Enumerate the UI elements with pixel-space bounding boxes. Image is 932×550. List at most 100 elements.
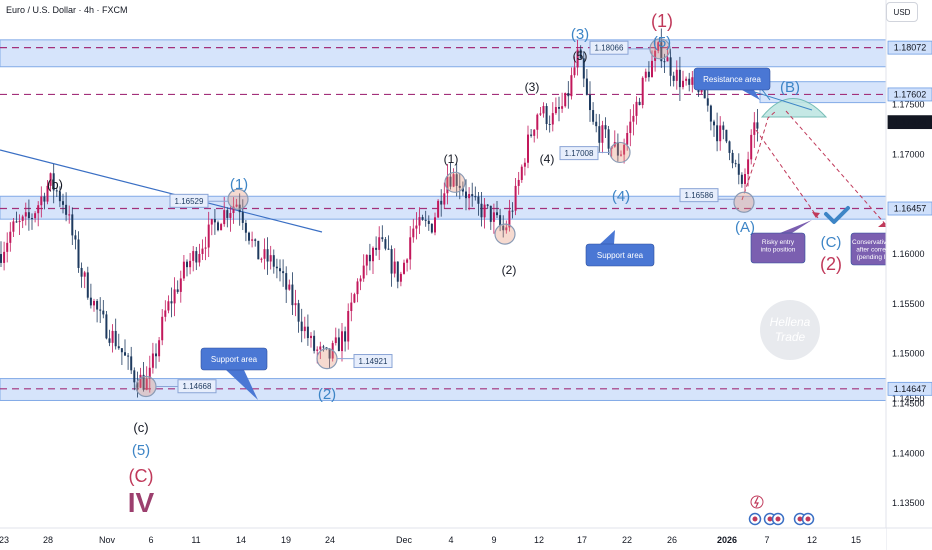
watermark-text: Hellena [770,315,811,329]
wave-label: (2) [820,254,842,274]
descending-trendline [0,149,323,233]
candle-body [567,92,570,97]
candle-body [260,258,263,260]
candle-body [285,273,288,290]
pivot-circle [227,188,249,210]
candle-body [539,113,542,115]
projection-b [741,110,777,201]
candle-body [155,353,157,357]
candle-body [375,247,378,250]
candle-body [173,289,176,304]
candle-body [164,310,167,317]
pivot-circle [444,171,466,193]
candle-body [657,42,660,51]
candle-body [130,356,133,371]
wave-label: (b) [47,177,63,192]
candle-body [71,214,74,236]
candle-body [728,141,731,153]
time-tick-label: 19 [281,535,291,545]
projection-conservative [785,110,887,226]
candle-body [235,204,238,207]
candle-body [31,218,33,220]
candle-body [492,212,495,222]
candle-body [356,281,359,295]
candle-body [421,217,424,220]
candle-body [37,205,40,214]
candle-body [279,268,281,272]
callout-pointer [226,370,258,400]
candle-body [530,134,533,136]
candle-body [384,239,387,249]
candle-body [554,107,557,114]
candle-body [440,200,443,205]
candle-body [232,206,235,214]
candle-body [604,125,607,130]
candle-body [542,106,545,114]
candle-body [34,213,37,219]
candle-body [455,174,458,186]
pivot-circle [733,191,755,213]
wave-label: (B) [780,79,800,96]
pivot-circle [316,348,338,370]
candle-body [145,378,148,390]
arrowhead [878,222,886,227]
wave-label: (C) [821,234,842,251]
candle-body [297,303,300,322]
candle-body [117,346,120,349]
candle-body [254,239,257,241]
callout-text: Risky entry into position [761,239,796,254]
candle-body [418,217,421,226]
time-axis[interactable] [0,528,886,550]
candle-body [511,210,514,212]
time-tick-label: 2026 [717,535,737,545]
candle-body [517,179,520,186]
candle-body [601,125,604,143]
candle-body [713,121,715,126]
callout-pointer [780,220,812,233]
candle-body [740,174,743,184]
candle-body [353,294,356,303]
arrowhead [812,212,820,218]
candle-body [390,249,393,274]
pivot-circle [135,375,157,398]
price-tick-label: 1.14550 [892,393,925,403]
candle-body [561,106,564,109]
candle-body [706,98,709,106]
candle-body [623,144,626,155]
candle-body [403,262,405,274]
candle-body [347,311,350,342]
candle-body [468,194,471,199]
candle-body [213,219,216,223]
candle-body [257,240,260,260]
candle-body [120,348,123,353]
candle-body [114,330,117,347]
candle-body [229,213,232,218]
time-tick-label: 26 [667,535,677,545]
price-badge [887,87,932,102]
candle-body [496,212,498,216]
watermark-text: Trade [775,330,806,344]
pivot-circle [609,141,631,164]
event-icons[interactable] [748,495,815,526]
time-tick-label: 28 [43,535,53,545]
candle-body [269,255,272,262]
candle-body [167,301,170,311]
currency-button[interactable]: USD [886,2,918,22]
candle-body [483,204,486,218]
candle-body [158,340,161,357]
wave-label: (5) [573,49,588,63]
candle-body [378,237,381,250]
symbol-title[interactable]: Euro / U.S. Dollar · 4h · FXCM [6,5,128,15]
candle-body [148,367,151,379]
time-tick-label: 7 [764,535,769,545]
wave-label: IV [128,487,155,518]
price-marker-box [589,40,629,55]
candle-body [62,201,64,205]
candle-body [585,78,588,95]
price-badge [887,115,932,130]
time-tick-label: 23 [0,535,9,545]
candle-body [641,77,644,106]
candle-body [46,185,49,202]
candle-body [55,190,58,192]
